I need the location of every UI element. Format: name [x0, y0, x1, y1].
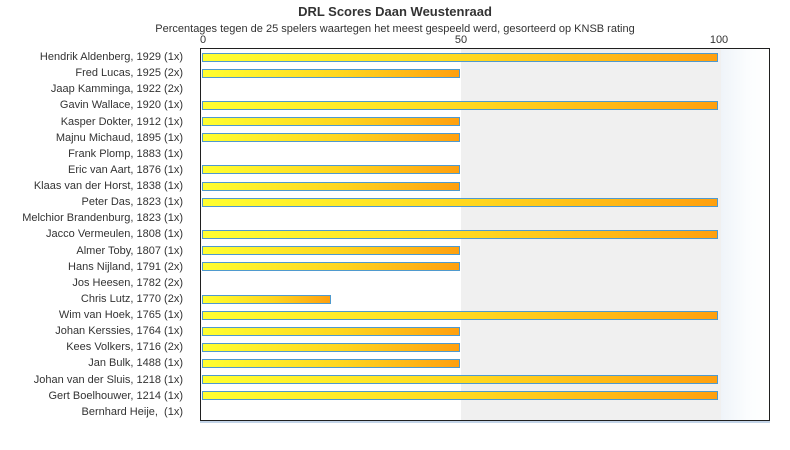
- bar: [202, 359, 460, 369]
- bar-row: [201, 81, 769, 97]
- bar-row: [201, 226, 769, 242]
- bar-row: [201, 97, 769, 113]
- y-axis-label: Gert Boelhouwer, 1214 (1x): [48, 389, 183, 402]
- y-axis-label: Kasper Dokter, 1912 (1x): [60, 115, 183, 128]
- bar-rows: [201, 49, 769, 420]
- y-axis-label: Hendrik Aldenberg, 1929 (1x): [39, 51, 183, 63]
- y-axis-label: Klaas van der Horst, 1838 (1x): [33, 180, 183, 193]
- bar-row: [201, 194, 769, 210]
- chart-title: DRL Scores Daan Weustenraad: [298, 4, 492, 19]
- y-axis-label: Jacco Vermeulen, 1808 (1x): [46, 228, 183, 241]
- y-axis-label: Gavin Wallace, 1920 (1x): [59, 99, 183, 112]
- bar: [202, 294, 331, 304]
- bar: [202, 100, 718, 110]
- bar-row: [201, 243, 769, 259]
- chart-subtitle: Percentages tegen de 25 spelers waartege…: [155, 23, 635, 35]
- y-axis-label: Frank Plomp, 1883 (1x): [68, 147, 183, 160]
- y-axis-label: Jan Bulk, 1488 (1x): [88, 357, 183, 370]
- bar: [202, 229, 718, 239]
- y-axis-labels: Hendrik Aldenberg, 1929 (1x) Fred Lucas, …: [0, 49, 192, 420]
- bar: [202, 326, 460, 336]
- bar: [202, 375, 718, 385]
- bar: [202, 391, 718, 401]
- edge-gradient-band: [721, 49, 769, 420]
- y-axis-label: Johan Kerssies, 1764 (1x): [55, 325, 183, 338]
- bar-row: [201, 372, 769, 388]
- y-axis-label: Almer Toby, 1807 (1x): [76, 244, 183, 257]
- bar: [202, 262, 460, 272]
- bar-row: [201, 130, 769, 146]
- bar-row: [201, 307, 769, 323]
- y-axis-label: Hans Nijland, 1791 (2x): [68, 260, 183, 273]
- y-axis-label: Kees Volkers, 1716 (2x): [66, 341, 183, 354]
- bar-row: [201, 404, 769, 420]
- y-axis-label: Wim van Hoek, 1765 (1x): [58, 309, 183, 322]
- bar: [202, 165, 460, 175]
- bar-row: [201, 259, 769, 275]
- bar-row: [201, 49, 769, 65]
- y-axis-label: Chris Lutz, 1770 (2x): [80, 292, 183, 305]
- bar: [202, 117, 460, 127]
- bar: [202, 246, 460, 256]
- bar-row: [201, 339, 769, 355]
- bar-row: [201, 323, 769, 339]
- y-axis-label: Fred Lucas, 1925 (2x): [75, 67, 183, 80]
- bar: [202, 310, 718, 320]
- y-axis-label: Eric van Aart, 1876 (1x): [68, 163, 183, 176]
- bar-row: [201, 65, 769, 81]
- bar-row: [201, 275, 769, 291]
- y-axis-label: Majnu Michaud, 1895 (1x): [55, 131, 183, 144]
- bar-row: [201, 114, 769, 130]
- x-tick-label: 0: [199, 34, 207, 46]
- y-axis-label: Bernhard Heije, (1x): [81, 405, 184, 418]
- bar-row: [201, 388, 769, 404]
- bar-row: [201, 146, 769, 162]
- bar: [202, 52, 718, 62]
- y-axis-label: Jos Heesen, 1782 (2x): [72, 276, 183, 289]
- bar: [202, 133, 460, 143]
- bar: [202, 197, 718, 207]
- bar-row: [201, 355, 769, 371]
- y-axis-label: Peter Das, 1823 (1x): [81, 196, 184, 209]
- bar-row: [201, 162, 769, 178]
- y-axis-label: Johan van der Sluis, 1218 (1x): [33, 373, 183, 386]
- bar: [202, 68, 460, 78]
- y-axis-label: Melchior Brandenburg, 1823 (1x): [22, 212, 183, 225]
- x-tick-label: 100: [709, 34, 729, 46]
- bar-row: [201, 210, 769, 226]
- y-axis-label: Jaap Kamminga, 1922 (2x): [50, 83, 183, 96]
- bar: [202, 342, 460, 352]
- plot-area: [200, 48, 770, 421]
- bar-row: [201, 178, 769, 194]
- bar: [202, 181, 460, 191]
- x-axis: 0 50 100: [0, 34, 790, 47]
- bar-row: [201, 291, 769, 307]
- x-tick-label: 50: [454, 34, 468, 46]
